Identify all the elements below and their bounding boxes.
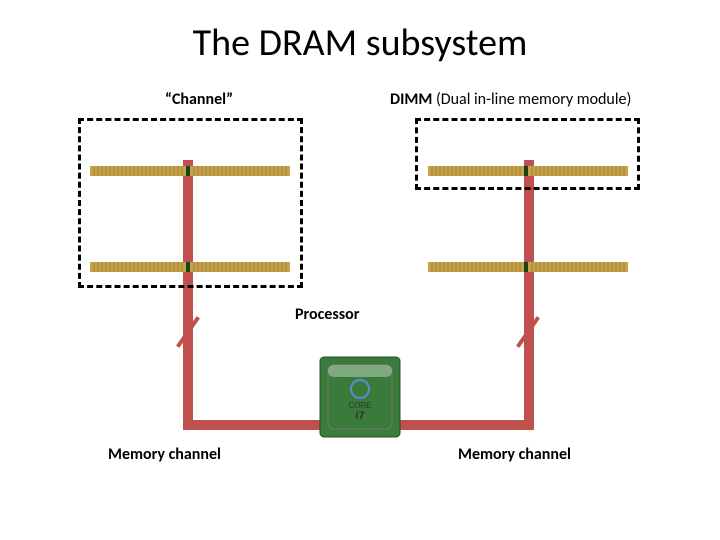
channel-label: “Channel” bbox=[165, 90, 233, 109]
svg-text:CORE: CORE bbox=[348, 401, 371, 410]
dimm-dashed-box bbox=[415, 118, 640, 190]
memory-channel-label-right: Memory channel bbox=[458, 445, 571, 464]
processor-icon: CORE i7 bbox=[315, 345, 405, 445]
dimm-label: DIMM (Dual in-line memory module) bbox=[390, 90, 631, 109]
memory-channel-label-left: Memory channel bbox=[108, 445, 221, 464]
dimm-bottom-right bbox=[428, 224, 628, 276]
bus-left-horizontal bbox=[183, 420, 323, 430]
bus-right-horizontal bbox=[395, 420, 534, 430]
dimm-label-rest: (Dual in-line memory module) bbox=[432, 90, 631, 109]
processor-label: Processor bbox=[295, 305, 359, 324]
dimm-label-bold: DIMM bbox=[390, 90, 432, 109]
svg-text:i7: i7 bbox=[355, 410, 364, 422]
page-title: The DRAM subsystem bbox=[0, 20, 720, 66]
bus-right-vertical bbox=[524, 160, 534, 430]
channel-dashed-box bbox=[78, 118, 303, 288]
